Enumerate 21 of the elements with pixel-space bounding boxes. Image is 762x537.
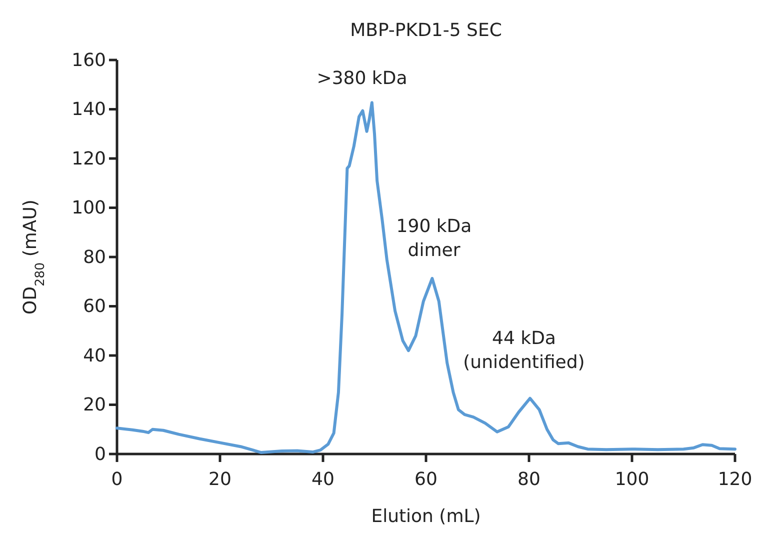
annotation: >380 kDa xyxy=(316,68,408,89)
y-tick-label: 80 xyxy=(83,246,106,268)
y-tick-label: 40 xyxy=(83,345,106,366)
annotation: 190 kDa dimer xyxy=(396,216,472,261)
x-tick-label: 20 xyxy=(208,468,232,490)
x-tick-label: 40 xyxy=(312,468,334,490)
annotation: 44 kDa (unidentified) xyxy=(463,328,585,373)
y-tick-label: 20 xyxy=(83,394,106,416)
y-tick-label: 0 xyxy=(94,444,106,465)
y-tick-label: 140 xyxy=(72,99,106,120)
y-tick-label: 120 xyxy=(72,148,106,170)
y-tick-label: 100 xyxy=(72,198,106,219)
x-axis-title: Elution (mL) xyxy=(371,506,481,527)
y-tick-label: 160 xyxy=(72,50,106,71)
x-tick-label: 0 xyxy=(111,468,123,490)
x-tick-label: 100 xyxy=(614,468,650,490)
x-tick-label: 60 xyxy=(414,468,438,490)
chart-title: MBP-PKD1-5 SEC xyxy=(350,20,502,41)
y-tick-label: 60 xyxy=(83,296,106,318)
x-tick-label: 80 xyxy=(518,468,540,490)
x-tick-label: 120 xyxy=(718,468,752,490)
